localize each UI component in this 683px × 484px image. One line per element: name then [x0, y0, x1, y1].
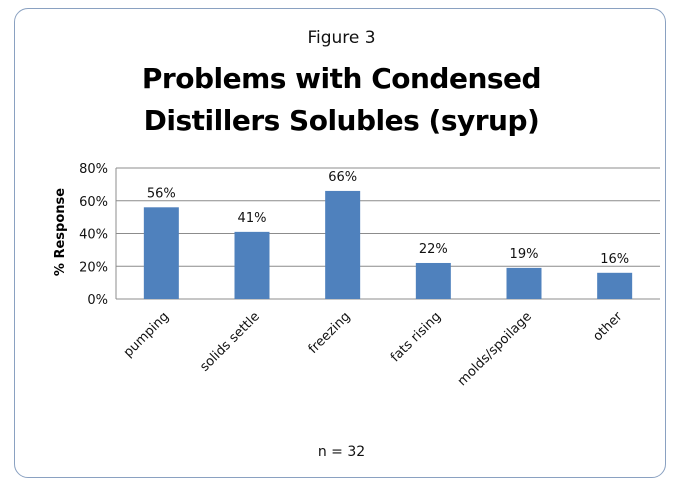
- data-label: 16%: [600, 252, 629, 267]
- chart-title-line-2: Distillers Solubles (syrup): [143, 104, 540, 137]
- sample-size-note: n = 32: [317, 444, 366, 460]
- chart-title-line-1: Problems with Condensed: [141, 62, 542, 95]
- gridlines: [115, 167, 660, 300]
- bar-solids-settle: [234, 231, 270, 299]
- x-tick-label: solids settle: [197, 309, 263, 375]
- data-label: 41%: [238, 211, 267, 226]
- bar-molds-spoilage: [506, 267, 542, 299]
- chart-title: Problems with Condensed Distillers Solub…: [0, 58, 683, 142]
- x-tick-label: freezing: [306, 309, 354, 357]
- bar-pumping: [143, 207, 179, 299]
- bars: [143, 190, 633, 299]
- x-tick-label: pumping: [121, 309, 172, 360]
- x-tick-labels: pumping solids settle freezing fats rising m…: [121, 309, 626, 389]
- data-label: 22%: [419, 242, 448, 257]
- bar-freezing: [325, 190, 361, 299]
- y-tick-label: 40%: [79, 228, 108, 243]
- bar-fats-rising: [415, 262, 451, 299]
- bar-other: [597, 272, 633, 299]
- y-tick-labels: 0% 20% 40% 60% 80%: [79, 162, 108, 308]
- y-axis-label: % Response: [53, 188, 68, 276]
- data-label: 19%: [510, 247, 539, 262]
- y-tick-label: 20%: [79, 260, 108, 275]
- data-label: 66%: [328, 170, 357, 185]
- x-tick-label: molds/spoilage: [455, 309, 535, 389]
- x-tick-label: fats rising: [388, 309, 444, 365]
- data-label: 56%: [147, 186, 176, 201]
- y-tick-label: 80%: [79, 162, 108, 177]
- x-tick-label: other: [590, 309, 626, 345]
- data-labels: 56% 41% 66% 22% 19% 16%: [147, 170, 629, 267]
- y-tick-label: 60%: [79, 195, 108, 210]
- figure-label: Figure 3: [307, 28, 376, 48]
- y-tick-label: 0%: [87, 293, 108, 308]
